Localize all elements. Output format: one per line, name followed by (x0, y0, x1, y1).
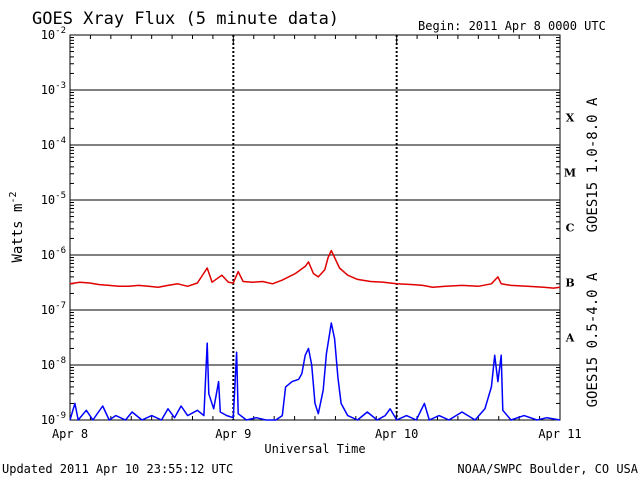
flare-class-b: B (565, 277, 574, 290)
y-tick-base: 10 (41, 28, 55, 42)
y-tick-label: 10-7 (41, 301, 66, 317)
series-long-line (69, 249, 561, 289)
flare-class-m: M (564, 167, 576, 180)
svg-text:Watts m-2: Watts m-2 (8, 191, 26, 262)
plot-frame (69, 34, 561, 421)
legend-long-channel: GOES15 1.0-8.0 A (585, 97, 601, 232)
y-tick-labels: 10-910-810-710-610-510-410-310-2 (41, 26, 66, 427)
y-tick-exponent: -3 (55, 81, 66, 91)
y-tick-exponent: -2 (55, 26, 66, 36)
y-tick-base: 10 (41, 83, 55, 97)
flare-class-x: X (566, 112, 575, 125)
y-tick-exponent: -6 (55, 246, 66, 256)
updated-label: Updated 2011 Apr 10 23:55:12 UTC (2, 462, 233, 476)
y-tick-base: 10 (41, 358, 55, 372)
y-tick-exponent: -9 (55, 411, 66, 421)
y-tick-label: 10-4 (41, 136, 66, 152)
y-tick-label: 10-2 (41, 26, 66, 42)
flare-class-a: A (565, 332, 575, 345)
x-tick-label: Apr 11 (538, 427, 581, 441)
begin-label: Begin: 2011 Apr 8 0000 UTC (418, 19, 606, 33)
y-tick-label: 10-5 (41, 191, 66, 207)
data-series (69, 249, 561, 421)
y-tick-label: 10-8 (41, 356, 66, 372)
y-tick-exponent: -4 (55, 136, 66, 146)
series-short-line (69, 322, 561, 421)
x-tick-label: Apr 10 (375, 427, 418, 441)
y-axis-label-text: Watts m (10, 204, 26, 263)
y-tick-label: 10-9 (41, 411, 66, 427)
axis-ticks (69, 35, 561, 420)
x-tick-labels: Apr 8 Apr 9 Apr 10 Apr 11 (52, 427, 582, 441)
y-tick-base: 10 (41, 413, 55, 427)
flare-class-labels: A B C M X (564, 112, 576, 345)
plot-grid (70, 35, 560, 420)
y-tick-base: 10 (41, 303, 55, 317)
y-axis-label: Watts m-2 (8, 191, 26, 262)
x-axis-label: Universal Time (264, 442, 365, 456)
y-tick-exponent: -5 (55, 191, 66, 201)
y-tick-base: 10 (41, 248, 55, 262)
y-axis-label-sup: -2 (8, 191, 19, 203)
legend-short-channel: GOES15 0.5-4.0 A (585, 272, 601, 407)
x-tick-label: Apr 8 (52, 427, 88, 441)
chart-title: GOES Xray Flux (5 minute data) (32, 9, 339, 29)
x-tick-label: Apr 9 (215, 427, 251, 441)
y-tick-label: 10-3 (41, 81, 66, 97)
y-tick-exponent: -8 (55, 356, 66, 366)
y-tick-base: 10 (41, 193, 55, 207)
y-tick-exponent: -7 (55, 301, 66, 311)
y-tick-base: 10 (41, 138, 55, 152)
credit-label: NOAA/SWPC Boulder, CO USA (457, 462, 638, 476)
y-tick-label: 10-6 (41, 246, 66, 262)
flare-class-c: C (566, 222, 575, 235)
